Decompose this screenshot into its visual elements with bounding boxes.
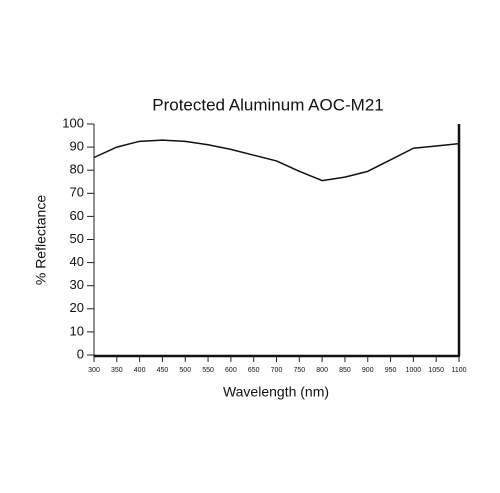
x-tick-label: 400 xyxy=(134,367,146,374)
x-tick-label: 800 xyxy=(316,367,328,374)
x-tick-label: 350 xyxy=(111,367,123,374)
x-tick-label: 450 xyxy=(157,367,169,374)
x-tick-label: 850 xyxy=(339,367,351,374)
x-tick-label: 600 xyxy=(225,367,237,374)
y-tick-label: 100 xyxy=(62,115,84,130)
y-tick-label: 70 xyxy=(70,185,84,200)
x-tick-label: 550 xyxy=(202,367,214,374)
x-axis-label: Wavelength (nm) xyxy=(223,384,329,400)
x-tick-label: 300 xyxy=(88,367,100,374)
y-tick-label: 0 xyxy=(77,346,84,361)
x-tick-label: 1050 xyxy=(428,367,444,374)
x-tick-label: 900 xyxy=(362,367,374,374)
x-tick-label: 750 xyxy=(293,367,305,374)
y-tick-label: 40 xyxy=(70,254,84,269)
x-tick-label: 650 xyxy=(248,367,260,374)
y-axis-label: % Reflectance xyxy=(33,195,49,285)
y-tick-label: 90 xyxy=(70,139,84,154)
y-tick-label: 10 xyxy=(70,323,84,338)
x-tick-label: 950 xyxy=(385,367,397,374)
data-line xyxy=(93,139,460,182)
y-tick-label: 50 xyxy=(70,231,84,246)
x-tick-label: 700 xyxy=(271,367,283,374)
x-tick-label: 500 xyxy=(179,367,191,374)
y-tick-label: 60 xyxy=(70,208,84,223)
y-tick-label: 80 xyxy=(70,162,84,177)
chart-title: Protected Aluminum AOC-M21 xyxy=(152,95,383,114)
y-tick-label: 30 xyxy=(70,277,84,292)
x-tick-label: 1000 xyxy=(406,367,422,374)
y-tick-label: 20 xyxy=(70,300,84,315)
x-tick-label: 1100 xyxy=(451,367,466,374)
